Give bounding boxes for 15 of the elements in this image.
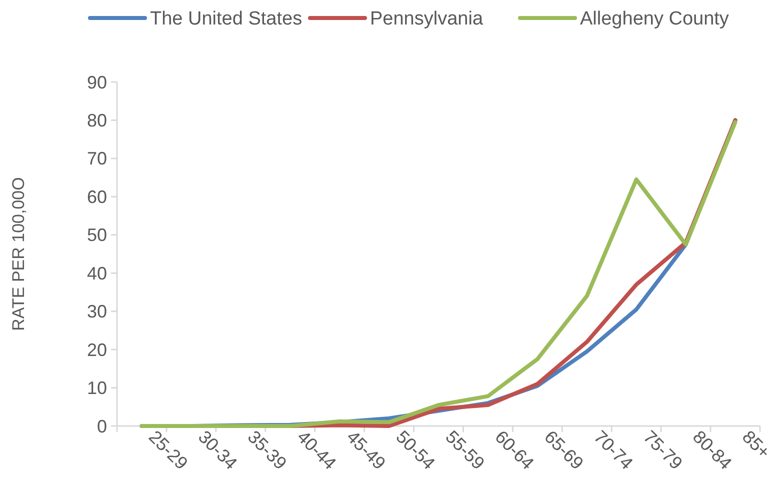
y-tick-label: 90 [86, 72, 107, 92]
legend-label: The United States [150, 8, 302, 30]
legend-label: Allegheny County [580, 8, 730, 30]
y-tick-label: 30 [86, 302, 107, 322]
y-tick-label: 80 [86, 110, 107, 131]
y-tick-label: 10 [86, 378, 107, 398]
y-tick-label: 0 [96, 416, 107, 436]
y-tick-label: 60 [86, 186, 107, 207]
y-tick-label: 70 [86, 148, 107, 169]
y-tick-label: 40 [86, 263, 107, 284]
legend-label: Pennsylvania [370, 8, 484, 30]
x-tick-label: 85+ [738, 426, 774, 462]
y-tick-label: 20 [86, 340, 107, 360]
y-tick-label: 50 [86, 225, 107, 246]
y-axis-title: RATE PER 100,00O [9, 177, 28, 331]
